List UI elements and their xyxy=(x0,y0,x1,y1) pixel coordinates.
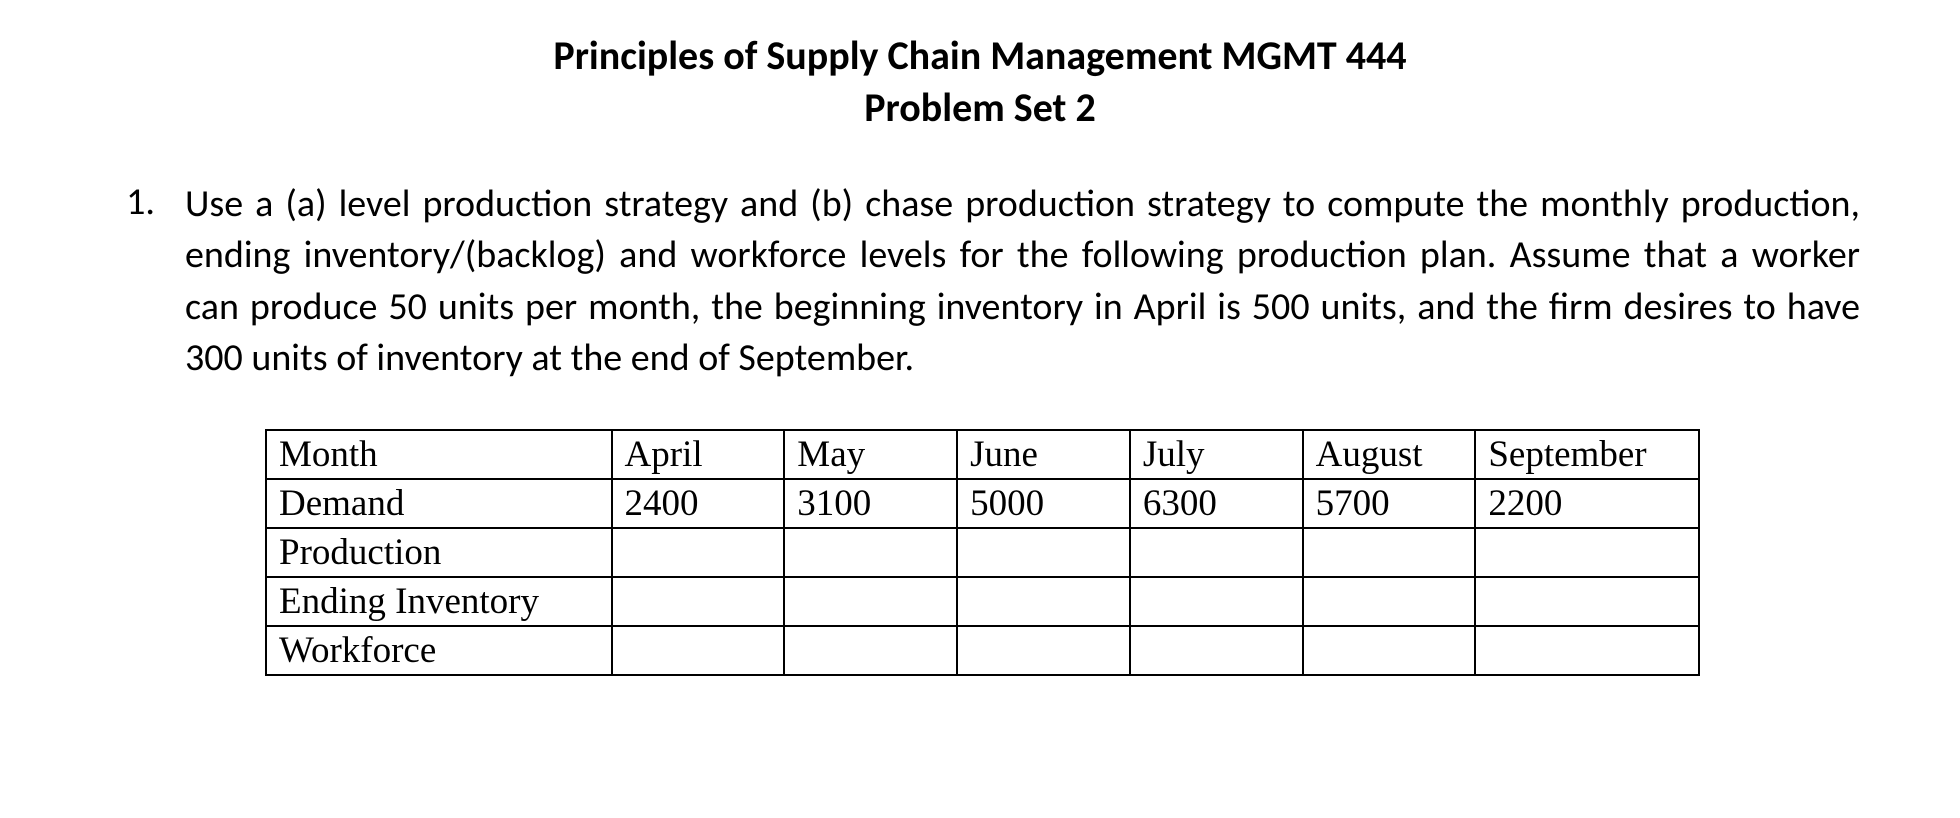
cell-workforce-2 xyxy=(957,626,1130,675)
cell-workforce-3 xyxy=(1130,626,1303,675)
problem-body: Use a (a) level production strategy and … xyxy=(185,179,1860,676)
cell-demand-1: 3100 xyxy=(784,479,957,528)
table-row-demand: Demand 2400 3100 5000 6300 5700 2200 xyxy=(266,479,1699,528)
table-wrapper: Month April May June July August Septemb… xyxy=(185,429,1860,676)
cell-demand-0: 2400 xyxy=(612,479,785,528)
cell-ending-inventory-5 xyxy=(1475,577,1699,626)
cell-workforce-1 xyxy=(784,626,957,675)
cell-month-1: May xyxy=(784,430,957,479)
cell-demand-4: 5700 xyxy=(1303,479,1476,528)
problem-container: 1. Use a (a) level production strategy a… xyxy=(100,179,1860,676)
cell-month-5: September xyxy=(1475,430,1699,479)
problem-number: 1. xyxy=(100,179,155,225)
row-label-production: Production xyxy=(266,528,612,577)
problem-text: Use a (a) level production strategy and … xyxy=(185,179,1860,384)
cell-production-1 xyxy=(784,528,957,577)
row-label-demand: Demand xyxy=(266,479,612,528)
cell-ending-inventory-0 xyxy=(612,577,785,626)
row-label-ending-inventory: Ending Inventory xyxy=(266,577,612,626)
table-row-ending-inventory: Ending Inventory xyxy=(266,577,1699,626)
title-line-2: Problem Set 2 xyxy=(100,82,1860,134)
cell-demand-5: 2200 xyxy=(1475,479,1699,528)
cell-workforce-5 xyxy=(1475,626,1699,675)
title-line-1: Principles of Supply Chain Management MG… xyxy=(100,30,1860,82)
cell-month-0: April xyxy=(612,430,785,479)
cell-month-3: July xyxy=(1130,430,1303,479)
cell-ending-inventory-1 xyxy=(784,577,957,626)
cell-demand-3: 6300 xyxy=(1130,479,1303,528)
cell-production-2 xyxy=(957,528,1130,577)
cell-ending-inventory-3 xyxy=(1130,577,1303,626)
cell-workforce-4 xyxy=(1303,626,1476,675)
data-table: Month April May June July August Septemb… xyxy=(265,429,1700,676)
cell-production-0 xyxy=(612,528,785,577)
cell-month-2: June xyxy=(957,430,1130,479)
cell-ending-inventory-4 xyxy=(1303,577,1476,626)
table-row-month: Month April May June July August Septemb… xyxy=(266,430,1699,479)
cell-production-5 xyxy=(1475,528,1699,577)
cell-workforce-0 xyxy=(612,626,785,675)
cell-ending-inventory-2 xyxy=(957,577,1130,626)
table-row-workforce: Workforce xyxy=(266,626,1699,675)
title-block: Principles of Supply Chain Management MG… xyxy=(100,30,1860,134)
row-label-workforce: Workforce xyxy=(266,626,612,675)
cell-production-4 xyxy=(1303,528,1476,577)
cell-demand-2: 5000 xyxy=(957,479,1130,528)
table-row-production: Production xyxy=(266,528,1699,577)
cell-production-3 xyxy=(1130,528,1303,577)
cell-month-4: August xyxy=(1303,430,1476,479)
row-label-month: Month xyxy=(266,430,612,479)
